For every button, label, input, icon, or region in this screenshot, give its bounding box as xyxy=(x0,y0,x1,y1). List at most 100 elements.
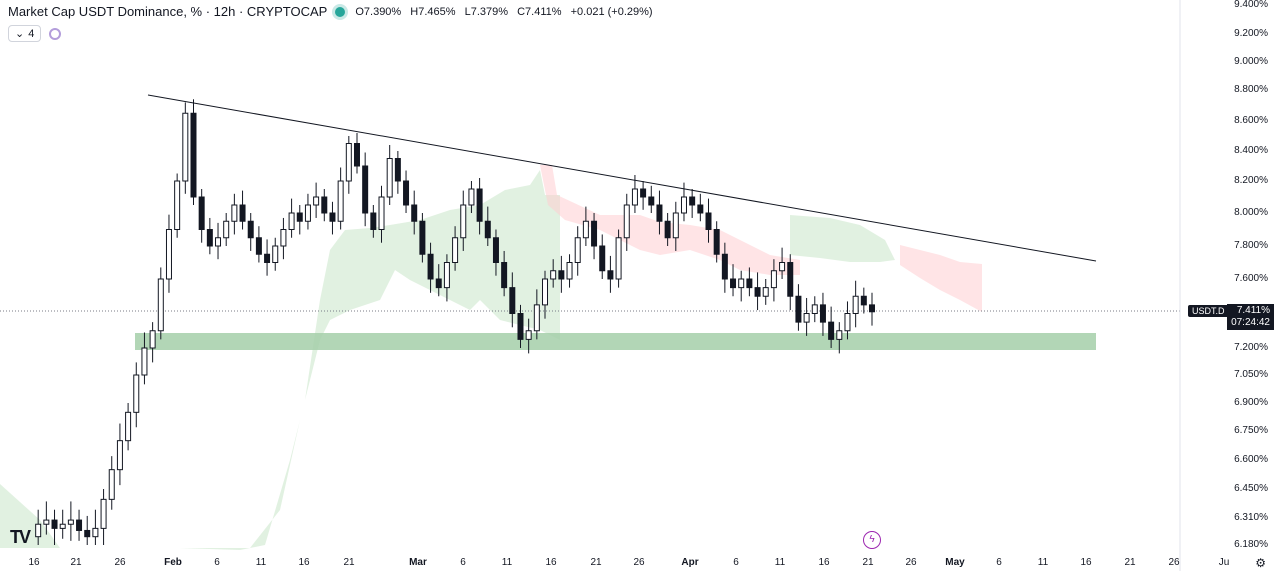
candle-up xyxy=(566,262,573,280)
candle-up xyxy=(304,204,311,222)
candle-up xyxy=(779,262,786,272)
candle-up xyxy=(215,237,222,247)
price-tick-label: 7.050% xyxy=(1234,369,1268,380)
candle-up xyxy=(844,313,851,332)
candle-up xyxy=(762,287,769,297)
candle-down xyxy=(353,143,360,167)
candle-up xyxy=(582,220,589,239)
candle-down xyxy=(84,529,91,538)
candle-down xyxy=(819,304,826,323)
candle-down xyxy=(591,220,598,247)
candle-down xyxy=(607,270,614,280)
indicator-bar: ⌄ 4 xyxy=(8,25,62,42)
candle-down xyxy=(689,196,696,206)
candle-up xyxy=(525,330,532,340)
time-tick-label: 11 xyxy=(1037,557,1049,568)
candle-up xyxy=(680,196,687,214)
candle-down xyxy=(501,262,508,289)
candle-up xyxy=(165,229,172,280)
candle-down xyxy=(403,180,410,206)
tradingview-logo-icon[interactable]: TV xyxy=(10,527,31,547)
symbol-tag: USDT.D xyxy=(1188,305,1229,317)
candle-up xyxy=(288,212,295,230)
candle-down xyxy=(484,220,491,239)
candle-down xyxy=(746,278,753,289)
candle-down xyxy=(754,287,761,297)
candle-up xyxy=(460,204,467,239)
candles xyxy=(35,99,875,545)
cloud-bearish-2 xyxy=(900,245,982,312)
candle-down xyxy=(860,295,867,306)
price-tick-label: 6.450% xyxy=(1234,483,1268,494)
price-tick-label: 7.800% xyxy=(1234,240,1268,251)
gear-icon[interactable]: ⚙ xyxy=(1255,556,1266,570)
candle-up xyxy=(574,237,581,263)
price-tick-label: 6.750% xyxy=(1234,425,1268,436)
time-tick-label: 6 xyxy=(733,557,739,568)
time-tick-label: 6 xyxy=(214,557,220,568)
price-tick-label: 8.200% xyxy=(1234,175,1268,186)
candle-up xyxy=(272,245,279,263)
candle-down xyxy=(76,519,83,531)
candle-down xyxy=(394,158,401,182)
candle-down xyxy=(51,519,58,529)
candle-up xyxy=(378,196,385,230)
trendline xyxy=(147,94,1097,262)
candle-up xyxy=(141,347,148,376)
time-tick-label: Ju xyxy=(1218,557,1230,568)
candle-down xyxy=(247,220,254,239)
candle-up xyxy=(836,330,843,340)
candle-down xyxy=(206,229,213,247)
candle-down xyxy=(721,253,728,280)
candle-up xyxy=(803,313,810,323)
high-value: H7.465% xyxy=(410,5,456,18)
candle-up xyxy=(468,188,475,206)
candle-up xyxy=(386,158,393,198)
candle-up xyxy=(452,237,459,263)
candle-up xyxy=(157,278,164,332)
candle-down xyxy=(828,321,835,340)
candle-up xyxy=(59,523,66,529)
candle-up xyxy=(116,440,123,471)
candle-down xyxy=(558,270,565,280)
time-tick-label: Mar xyxy=(409,557,427,568)
time-tick-label: 21 xyxy=(1124,557,1136,568)
chevron-down-icon: ⌄ xyxy=(15,28,25,40)
candle-up xyxy=(550,270,557,280)
time-tick-label: 21 xyxy=(70,557,82,568)
candle-down xyxy=(787,262,794,297)
candle-down xyxy=(648,196,655,206)
loading-icon xyxy=(49,27,62,40)
time-tick-label: 6 xyxy=(996,557,1002,568)
time-tick-label: 26 xyxy=(1168,557,1180,568)
lightning-icon[interactable]: ϟ xyxy=(863,531,881,549)
candle-down xyxy=(713,229,720,255)
candle-up xyxy=(770,270,777,289)
candle-up xyxy=(92,527,99,538)
candle-up xyxy=(223,220,230,239)
candle-up xyxy=(100,498,107,529)
chart-title[interactable]: Market Cap USDT Dominance, % · 12h · CRY… xyxy=(8,4,328,19)
open-value: O7.390% xyxy=(355,5,402,18)
candle-up xyxy=(174,180,181,230)
candle-down xyxy=(640,188,647,198)
time-tick-label: 21 xyxy=(343,557,355,568)
candle-up xyxy=(811,304,818,314)
candle-down xyxy=(321,196,328,214)
market-status-icon xyxy=(335,6,346,17)
candle-down xyxy=(370,212,377,230)
cloud-bearish xyxy=(540,165,800,275)
bar-countdown: 07:24:42 xyxy=(1231,317,1270,328)
candle-down xyxy=(517,313,524,340)
low-value: L7.379% xyxy=(464,5,509,18)
time-tick-label: 6 xyxy=(460,557,466,568)
candle-down xyxy=(329,212,336,222)
candle-up xyxy=(631,188,638,206)
price-tick-label: 6.310% xyxy=(1234,512,1268,523)
candle-up xyxy=(67,519,74,525)
candle-up xyxy=(280,229,287,247)
collapse-indicators-button[interactable]: ⌄ 4 xyxy=(8,25,42,42)
time-tick-label: 26 xyxy=(114,557,126,568)
time-tick-label: 16 xyxy=(28,557,40,568)
